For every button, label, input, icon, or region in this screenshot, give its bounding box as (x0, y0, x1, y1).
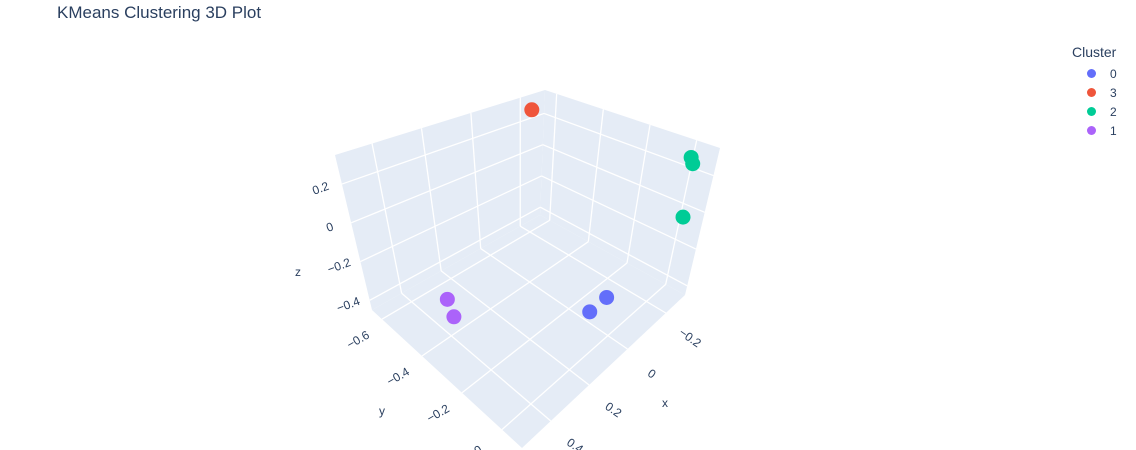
legend-marker (1087, 107, 1096, 116)
y-gridline (381, 219, 550, 320)
cluster-2-point[interactable] (675, 209, 691, 225)
legend-item-0[interactable]: 0 (1072, 64, 1117, 83)
y-gridline (501, 283, 667, 431)
x-tick-label: 0 (645, 366, 659, 381)
y-gridline (421, 241, 589, 357)
z-axis-title: z (295, 265, 301, 279)
x-axis-title: x (662, 396, 668, 410)
z-gridline (360, 175, 542, 263)
z-gridline (350, 144, 544, 224)
x-tick-label: −0.2 (676, 325, 704, 350)
z-tick-label: 0.2 (310, 179, 331, 198)
legend-label: 3 (1110, 85, 1117, 100)
x-gridline (371, 143, 403, 294)
x-gridline (519, 225, 667, 314)
x-gridline (401, 292, 552, 422)
x-gridline (420, 128, 442, 271)
y-axis-title: y (379, 404, 385, 418)
x-tick-label: 0.4 (564, 435, 586, 450)
z-tick-label: −0.2 (326, 255, 353, 276)
y-tick-label: −0.2 (424, 401, 452, 425)
x-gridline (480, 247, 628, 350)
legend-marker (1087, 69, 1096, 78)
y-gridline (587, 109, 604, 242)
y-tick-label: 0 (472, 442, 485, 450)
back-left-wall (335, 90, 545, 310)
legend-item-1[interactable]: 1 (1072, 121, 1117, 140)
z-gridline (543, 112, 714, 177)
z-gridline (369, 206, 541, 301)
legend-marker (1087, 126, 1096, 135)
cluster-3-point[interactable] (524, 102, 540, 118)
legend: Cluster 0 3 2 1 (1072, 44, 1117, 140)
z-gridline (541, 175, 697, 250)
z-gridline (542, 144, 705, 213)
cluster-2-point[interactable] (685, 156, 701, 172)
x-tick-label: 0.2 (603, 399, 625, 420)
legend-marker (1087, 88, 1096, 97)
cluster-0-point[interactable] (582, 304, 598, 320)
legend-title: Cluster (1072, 44, 1117, 60)
y-gridline (549, 93, 558, 221)
cluster-0-point[interactable] (599, 289, 615, 305)
y-gridline (626, 124, 651, 264)
y-tick-label: −0.4 (384, 364, 412, 388)
x-gridline (440, 270, 590, 386)
legend-item-3[interactable]: 3 (1072, 83, 1117, 102)
floor-wall (372, 215, 685, 448)
cluster-1-point[interactable] (446, 309, 462, 325)
z-tick-label: −0.4 (335, 294, 362, 315)
z-tick-label: 0 (324, 219, 335, 235)
x-gridline (470, 112, 482, 249)
cluster-1-point[interactable] (439, 291, 455, 307)
legend-label: 0 (1110, 66, 1117, 81)
z-gridline (540, 206, 688, 287)
legend-item-2[interactable]: 2 (1072, 102, 1117, 121)
y-gridline (461, 262, 628, 394)
y-tick-label: −0.6 (344, 328, 372, 352)
legend-label: 2 (1110, 104, 1117, 119)
chart-title: KMeans Clustering 3D Plot (57, 3, 262, 22)
z-gridline (341, 112, 545, 185)
legend-label: 1 (1110, 123, 1117, 138)
